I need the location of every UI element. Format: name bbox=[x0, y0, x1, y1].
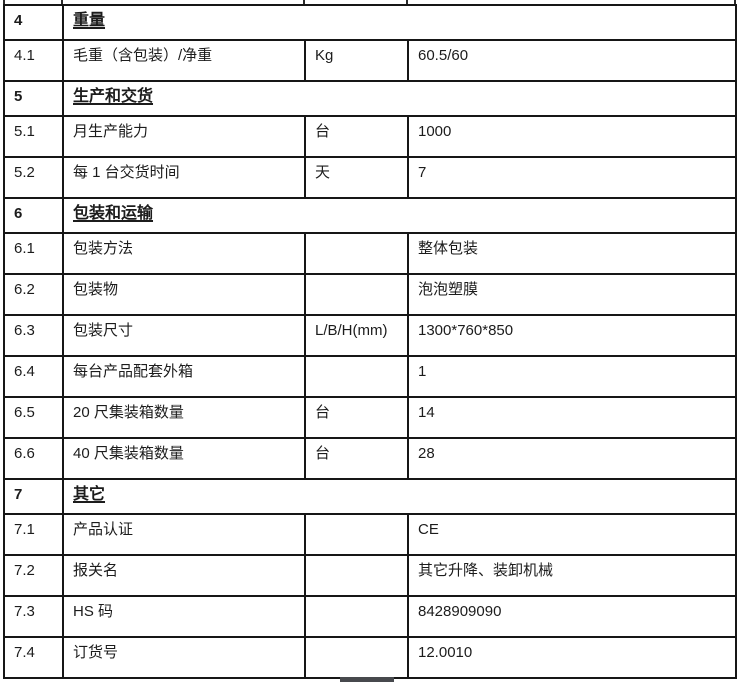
table-row: 5.1 月生产能力 台 1000 bbox=[3, 115, 737, 158]
item-label-cell: 报关名 bbox=[62, 554, 306, 597]
table-row: 7.1 产品认证 CE bbox=[3, 513, 737, 556]
value-cell: 14 bbox=[407, 396, 737, 439]
unit-cell: Kg bbox=[304, 39, 409, 82]
row-number-cell: 4.1 bbox=[3, 39, 64, 82]
table-top-border-stub bbox=[734, 0, 736, 4]
value-cell: 12.0010 bbox=[407, 636, 737, 679]
value-cell: CE bbox=[407, 513, 737, 556]
partial-element-below-table bbox=[340, 677, 394, 682]
row-number-cell: 7.2 bbox=[3, 554, 64, 597]
item-label-cell: 包装尺寸 bbox=[62, 314, 306, 357]
unit-cell bbox=[304, 355, 409, 398]
product-spec-table: 4 重量 4.1 毛重（含包装）/净重 Kg 60.5/60 5 生产和交货 5… bbox=[3, 4, 737, 679]
value-cell: 60.5/60 bbox=[407, 39, 737, 82]
unit-cell bbox=[304, 513, 409, 556]
section-title-cell: 包装和运输 bbox=[62, 197, 737, 234]
table-row: 6.6 40 尺集装箱数量 台 28 bbox=[3, 437, 737, 480]
value-cell: 1300*760*850 bbox=[407, 314, 737, 357]
row-number-cell: 6.6 bbox=[3, 437, 64, 480]
row-number-cell: 6.4 bbox=[3, 355, 64, 398]
row-number-cell: 6.3 bbox=[3, 314, 64, 357]
item-label-cell: 包装物 bbox=[62, 273, 306, 316]
spec-table-body: 4 重量 4.1 毛重（含包装）/净重 Kg 60.5/60 5 生产和交货 5… bbox=[3, 4, 737, 679]
table-row: 7.2 报关名 其它升降、装卸机械 bbox=[3, 554, 737, 597]
unit-cell: 台 bbox=[304, 437, 409, 480]
section-title-cell: 重量 bbox=[62, 4, 737, 41]
item-label-cell: 订货号 bbox=[62, 636, 306, 679]
table-row: 6.2 包装物 泡泡塑膜 bbox=[3, 273, 737, 316]
item-label-cell: 每台产品配套外箱 bbox=[62, 355, 306, 398]
unit-cell: 台 bbox=[304, 115, 409, 158]
section-header-row: 6 包装和运输 bbox=[3, 197, 737, 234]
table-row: 7.4 订货号 12.0010 bbox=[3, 636, 737, 679]
section-title: 其它 bbox=[73, 486, 106, 503]
unit-cell: L/B/H(mm) bbox=[304, 314, 409, 357]
row-number-cell: 5.1 bbox=[3, 115, 64, 158]
value-cell: 其它升降、装卸机械 bbox=[407, 554, 737, 597]
unit-cell: 台 bbox=[304, 396, 409, 439]
unit-cell bbox=[304, 636, 409, 679]
value-cell: 7 bbox=[407, 156, 737, 199]
row-number-cell: 6.5 bbox=[3, 396, 64, 439]
unit-cell bbox=[304, 595, 409, 638]
section-title: 重量 bbox=[73, 12, 106, 29]
unit-cell bbox=[304, 554, 409, 597]
table-row: 7.3 HS 码 8428909090 bbox=[3, 595, 737, 638]
section-number-cell: 7 bbox=[3, 478, 64, 515]
table-row: 5.2 每 1 台交货时间 天 7 bbox=[3, 156, 737, 199]
item-label-cell: 包装方法 bbox=[62, 232, 306, 275]
unit-cell bbox=[304, 232, 409, 275]
row-number-cell: 6.2 bbox=[3, 273, 64, 316]
section-title-cell: 其它 bbox=[62, 478, 737, 515]
section-number-cell: 4 bbox=[3, 4, 64, 41]
row-number-cell: 6.1 bbox=[3, 232, 64, 275]
table-top-border-stub bbox=[61, 0, 63, 4]
item-label-cell: 每 1 台交货时间 bbox=[62, 156, 306, 199]
row-number-cell: 7.1 bbox=[3, 513, 64, 556]
row-number-cell: 5.2 bbox=[3, 156, 64, 199]
table-top-border-stub bbox=[3, 0, 5, 4]
unit-cell bbox=[304, 273, 409, 316]
value-cell: 整体包装 bbox=[407, 232, 737, 275]
value-cell: 1000 bbox=[407, 115, 737, 158]
section-title-cell: 生产和交货 bbox=[62, 80, 737, 117]
table-row: 6.1 包装方法 整体包装 bbox=[3, 232, 737, 275]
section-title: 生产和交货 bbox=[73, 88, 154, 105]
value-cell: 1 bbox=[407, 355, 737, 398]
table-row: 6.3 包装尺寸 L/B/H(mm) 1300*760*850 bbox=[3, 314, 737, 357]
value-cell: 泡泡塑膜 bbox=[407, 273, 737, 316]
section-header-row: 7 其它 bbox=[3, 478, 737, 515]
item-label-cell: 毛重（含包装）/净重 bbox=[62, 39, 306, 82]
value-cell: 28 bbox=[407, 437, 737, 480]
item-label-cell: 月生产能力 bbox=[62, 115, 306, 158]
table-row: 6.4 每台产品配套外箱 1 bbox=[3, 355, 737, 398]
section-number-cell: 6 bbox=[3, 197, 64, 234]
item-label-cell: 20 尺集装箱数量 bbox=[62, 396, 306, 439]
item-label-cell: 产品认证 bbox=[62, 513, 306, 556]
table-row: 4.1 毛重（含包装）/净重 Kg 60.5/60 bbox=[3, 39, 737, 82]
section-number-cell: 5 bbox=[3, 80, 64, 117]
table-top-border-stub bbox=[406, 0, 408, 4]
value-cell: 8428909090 bbox=[407, 595, 737, 638]
section-header-row: 5 生产和交货 bbox=[3, 80, 737, 117]
unit-cell: 天 bbox=[304, 156, 409, 199]
row-number-cell: 7.3 bbox=[3, 595, 64, 638]
table-row: 6.5 20 尺集装箱数量 台 14 bbox=[3, 396, 737, 439]
item-label-cell: 40 尺集装箱数量 bbox=[62, 437, 306, 480]
item-label-cell: HS 码 bbox=[62, 595, 306, 638]
section-header-row: 4 重量 bbox=[3, 4, 737, 41]
table-top-border-stub bbox=[303, 0, 305, 4]
row-number-cell: 7.4 bbox=[3, 636, 64, 679]
section-title: 包装和运输 bbox=[73, 205, 154, 222]
